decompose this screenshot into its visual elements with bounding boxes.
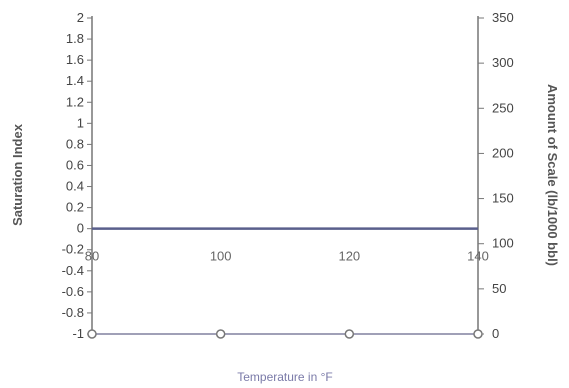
series-group [87, 227, 483, 339]
x-tick-label: 120 [338, 249, 360, 264]
y2-axis-title: Amount of Scale (lb/1000 bbl) [545, 84, 560, 266]
series-point [473, 329, 483, 339]
right-tick-label: 350 [492, 10, 514, 25]
left-tick-label: 1.4 [66, 73, 84, 88]
y-axis-title: Saturation Index [10, 123, 25, 226]
left-tick-label: 2 [77, 10, 84, 25]
left-tick-label: 1.8 [66, 31, 84, 46]
left-tick-label: -0.2 [62, 242, 84, 257]
series-point [344, 329, 355, 339]
right-tick-label: 50 [492, 281, 506, 296]
left-tick-label: 1 [77, 115, 84, 130]
right-tick-label: 250 [492, 100, 514, 115]
x-axis-title: Temperature in °F [237, 370, 333, 384]
left-tick-label: 1.2 [66, 94, 84, 109]
x-tick-label: 140 [467, 249, 489, 264]
left-tick-label: 0.8 [66, 136, 84, 151]
right-tick-label: 150 [492, 191, 514, 206]
left-tick-label: 0.6 [66, 157, 84, 172]
left-tick-label: 0 [77, 221, 84, 236]
left-tick-label: -0.4 [62, 263, 84, 278]
left-tick-label: -1 [72, 326, 84, 341]
right-tick-label: 100 [492, 236, 514, 251]
left-tick-label: 1.6 [66, 52, 84, 67]
left-tick-label: 0.4 [66, 179, 84, 194]
x-tick-label: 100 [210, 249, 232, 264]
axes [91, 16, 479, 335]
left-tick-label: -0.8 [62, 305, 84, 320]
x-tick-label: 80 [85, 249, 99, 264]
series-point [215, 329, 226, 339]
right-axis-ticks: 350 300 250 200 150 100 50 0 [478, 10, 514, 341]
right-tick-label: 300 [492, 55, 514, 70]
right-tick-label: 200 [492, 145, 514, 160]
left-tick-label: 0.2 [66, 200, 84, 215]
right-tick-label: 0 [492, 326, 499, 341]
x-axis-ticks: 80 100 120 140 [85, 249, 489, 264]
left-tick-label: -0.6 [62, 284, 84, 299]
left-axis-ticks: 2 1.8 1.6 1.4 1.2 1 0.8 0.6 0.4 0.2 0 -0.2 -0.4 -0.6 -… [62, 10, 92, 341]
series-point [87, 329, 97, 339]
